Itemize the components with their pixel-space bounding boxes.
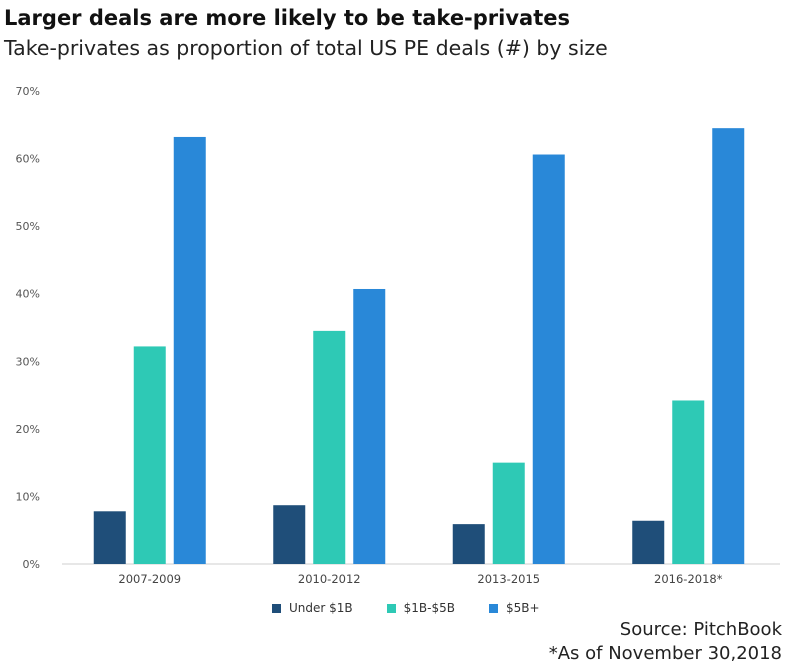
- bar: [133, 346, 166, 564]
- legend-swatch: [386, 603, 396, 613]
- bar: [712, 128, 745, 564]
- x-category-label: 2016-2018*: [654, 572, 723, 586]
- footnote: *As of November 30,2018: [548, 643, 782, 664]
- legend-swatch: [272, 603, 281, 613]
- legend-item-1b-5b: $1B-$5B: [386, 601, 455, 615]
- bar: [273, 505, 306, 564]
- y-tick-label: 50%: [16, 220, 40, 233]
- legend: Under $1B $1B-$5B $5B+: [272, 601, 540, 615]
- legend-label: $1B-$5B: [403, 601, 455, 615]
- bar: [532, 154, 565, 564]
- legend-item-5b-plus: $5B+: [488, 601, 540, 615]
- y-tick-label: 60%: [16, 153, 40, 166]
- bar: [492, 462, 525, 564]
- chart-subtitle: Take-privates as proportion of total US …: [4, 36, 608, 60]
- bar: [672, 400, 705, 564]
- y-tick-label: 10%: [16, 490, 40, 503]
- x-category-label: 2010-2012: [298, 572, 361, 586]
- bar: [313, 330, 346, 564]
- y-tick-label: 20%: [16, 423, 40, 436]
- x-category-label: 2007-2009: [118, 572, 181, 586]
- legend-item-under-1b: Under $1B: [272, 601, 353, 615]
- y-tick-label: 0%: [23, 558, 40, 571]
- y-tick-label: 40%: [16, 288, 40, 301]
- legend-label: $5B+: [505, 601, 540, 615]
- legend-label: Under $1B: [289, 601, 353, 615]
- x-category-label: 2013-2015: [477, 572, 540, 586]
- bar: [632, 520, 665, 564]
- y-tick-label: 70%: [16, 85, 40, 98]
- bar: [452, 524, 485, 564]
- bar: [93, 511, 126, 564]
- bar: [173, 136, 206, 564]
- legend-swatch: [488, 603, 498, 613]
- bar: [353, 288, 386, 564]
- chart-title: Larger deals are more likely to be take-…: [4, 6, 571, 30]
- y-tick-label: 30%: [16, 355, 40, 368]
- source-note: Source: PitchBook: [619, 619, 782, 640]
